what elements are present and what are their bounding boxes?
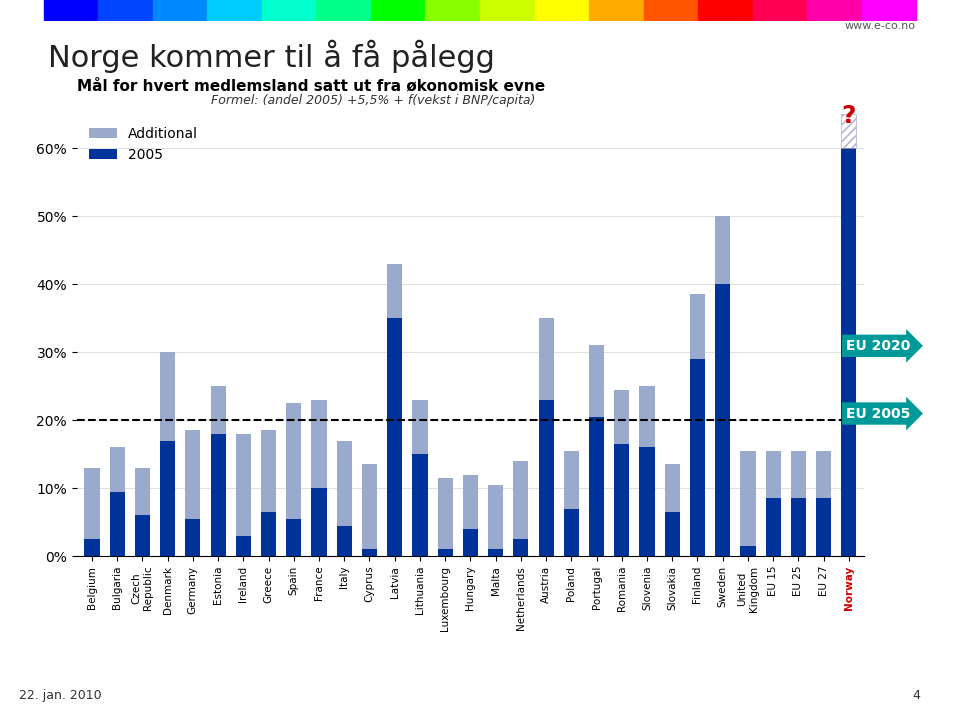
Bar [337, 441, 351, 525]
Bar [664, 464, 680, 512]
Bar [438, 478, 453, 549]
Bar [362, 549, 377, 556]
Bar [791, 498, 806, 556]
Bar [480, 0, 535, 21]
Bar [43, 0, 98, 21]
Bar [160, 441, 175, 556]
Bar [134, 468, 150, 515]
Bar [614, 444, 630, 556]
Bar [413, 400, 427, 454]
Bar [514, 539, 528, 556]
Bar [286, 519, 301, 556]
Bar [210, 386, 226, 434]
Bar [589, 0, 643, 21]
Text: EU 2005: EU 2005 [846, 406, 911, 421]
Bar [387, 264, 402, 318]
Bar [371, 0, 425, 21]
Bar [841, 114, 856, 148]
Bar [807, 0, 862, 21]
Bar [488, 549, 503, 556]
Bar [765, 498, 780, 556]
Bar [753, 0, 807, 21]
Bar [84, 539, 100, 556]
Bar [690, 359, 705, 556]
Bar [740, 451, 756, 546]
Bar [153, 0, 207, 21]
Bar [564, 508, 579, 556]
Bar [564, 451, 579, 508]
Bar [387, 318, 402, 556]
Bar [236, 434, 251, 535]
Bar [639, 386, 655, 447]
Bar [589, 416, 604, 556]
Bar [463, 475, 478, 529]
Bar [463, 529, 478, 556]
Bar [160, 352, 175, 441]
Bar [438, 549, 453, 556]
Bar [614, 389, 630, 444]
Text: ?: ? [842, 103, 856, 128]
Bar [337, 525, 351, 556]
Bar [262, 0, 317, 21]
Bar [816, 498, 831, 556]
Text: www.e-co.no: www.e-co.no [845, 21, 916, 31]
Bar [539, 400, 554, 556]
Bar [207, 0, 262, 21]
Bar [539, 318, 554, 400]
Bar [535, 0, 589, 21]
Bar [109, 447, 125, 491]
Text: 22. jan. 2010: 22. jan. 2010 [19, 689, 102, 702]
Bar [664, 512, 680, 556]
Bar [311, 488, 326, 556]
Bar [185, 431, 201, 519]
Bar [185, 519, 201, 556]
Bar [690, 294, 705, 359]
Bar [639, 447, 655, 556]
Bar [425, 0, 480, 21]
Bar [791, 451, 806, 498]
Bar [589, 345, 604, 416]
Bar [715, 216, 731, 284]
Text: Mål for hvert medlemsland satt ut fra økonomisk evne: Mål for hvert medlemsland satt ut fra øk… [77, 78, 545, 93]
Bar [514, 461, 528, 539]
Bar [841, 148, 856, 556]
Bar [210, 434, 226, 556]
Bar [643, 0, 698, 21]
Text: Formel: (andel 2005) +5,5% + f(vekst i BNP/capita): Formel: (andel 2005) +5,5% + f(vekst i B… [211, 94, 536, 107]
Text: Norge kommer til å få pålegg: Norge kommer til å få pålegg [48, 39, 494, 73]
Bar [816, 451, 831, 498]
Bar [698, 0, 753, 21]
Bar [109, 491, 125, 556]
Bar [261, 512, 276, 556]
Bar [488, 485, 503, 549]
Bar [362, 464, 377, 549]
Bar [715, 284, 731, 556]
Bar [765, 451, 780, 498]
Bar [317, 0, 371, 21]
Bar [84, 468, 100, 539]
Bar [311, 400, 326, 488]
Legend: Additional, 2005: Additional, 2005 [84, 121, 204, 167]
Bar [236, 535, 251, 556]
Bar [261, 431, 276, 512]
Bar [413, 454, 427, 556]
Bar [740, 546, 756, 556]
Bar [286, 403, 301, 519]
Text: EU 2020: EU 2020 [846, 339, 911, 353]
Bar [98, 0, 153, 21]
Bar [862, 0, 917, 21]
Text: 4: 4 [912, 689, 920, 702]
Bar [134, 515, 150, 556]
